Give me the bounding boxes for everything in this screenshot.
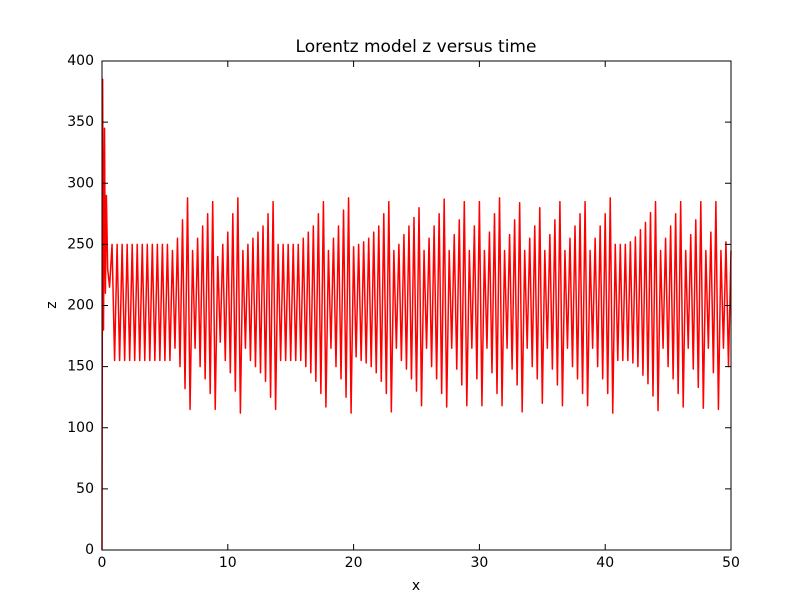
y-tick-label: 300 [67,175,94,191]
y-tick-label: 250 [67,236,94,252]
x-tick-label: 40 [596,555,614,571]
x-tick-label: 30 [470,555,488,571]
y-tick-label: 150 [67,359,94,375]
x-tick-label: 20 [345,555,363,571]
y-tick-label: 200 [67,298,94,314]
y-tick-label: 50 [76,481,94,497]
y-tick-label: 0 [85,542,94,558]
y-tick-label: 100 [67,420,94,436]
y-tick-label: 350 [67,114,94,130]
x-tick-label: 50 [722,555,740,571]
y-axis-label: z [44,301,60,308]
x-tick-label: 0 [98,555,107,571]
data-line [101,78,732,551]
x-axis-label: x [412,578,420,594]
chart-title: Lorentz model z versus time [296,37,537,57]
y-tick-label: 400 [67,53,94,69]
x-tick-label: 10 [219,555,237,571]
